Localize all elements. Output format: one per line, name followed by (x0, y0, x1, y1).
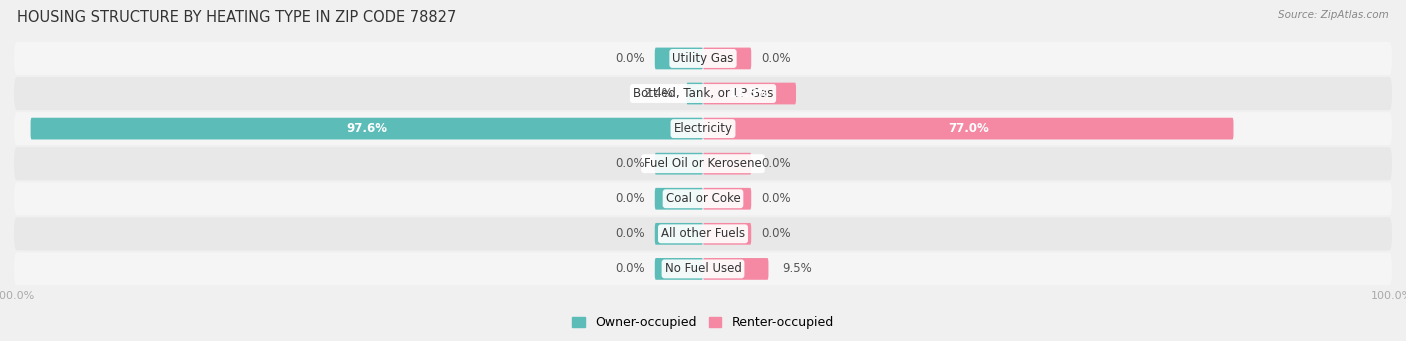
FancyBboxPatch shape (14, 252, 1392, 285)
Text: Electricity: Electricity (673, 122, 733, 135)
FancyBboxPatch shape (655, 223, 703, 245)
Text: 0.0%: 0.0% (762, 192, 792, 205)
Legend: Owner-occupied, Renter-occupied: Owner-occupied, Renter-occupied (568, 311, 838, 334)
FancyBboxPatch shape (14, 42, 1392, 75)
FancyBboxPatch shape (14, 217, 1392, 250)
FancyBboxPatch shape (655, 48, 703, 69)
FancyBboxPatch shape (703, 223, 751, 245)
FancyBboxPatch shape (703, 188, 751, 210)
Text: Utility Gas: Utility Gas (672, 52, 734, 65)
Text: Bottled, Tank, or LP Gas: Bottled, Tank, or LP Gas (633, 87, 773, 100)
FancyBboxPatch shape (655, 258, 703, 280)
FancyBboxPatch shape (703, 258, 769, 280)
Text: 13.5%: 13.5% (730, 87, 770, 100)
Text: 0.0%: 0.0% (762, 52, 792, 65)
FancyBboxPatch shape (14, 182, 1392, 215)
Text: Coal or Coke: Coal or Coke (665, 192, 741, 205)
Text: Fuel Oil or Kerosene: Fuel Oil or Kerosene (644, 157, 762, 170)
FancyBboxPatch shape (655, 188, 703, 210)
Text: 9.5%: 9.5% (782, 263, 813, 276)
Text: 97.6%: 97.6% (346, 122, 387, 135)
Text: All other Fuels: All other Fuels (661, 227, 745, 240)
FancyBboxPatch shape (686, 83, 703, 104)
Text: 2.4%: 2.4% (643, 87, 672, 100)
FancyBboxPatch shape (31, 118, 703, 139)
FancyBboxPatch shape (655, 153, 703, 175)
Text: Source: ZipAtlas.com: Source: ZipAtlas.com (1278, 10, 1389, 20)
Text: 0.0%: 0.0% (614, 157, 644, 170)
FancyBboxPatch shape (14, 112, 1392, 145)
Text: 0.0%: 0.0% (614, 263, 644, 276)
FancyBboxPatch shape (703, 118, 1233, 139)
FancyBboxPatch shape (703, 83, 796, 104)
FancyBboxPatch shape (14, 147, 1392, 180)
FancyBboxPatch shape (14, 77, 1392, 110)
Text: 0.0%: 0.0% (614, 52, 644, 65)
FancyBboxPatch shape (703, 153, 751, 175)
Text: HOUSING STRUCTURE BY HEATING TYPE IN ZIP CODE 78827: HOUSING STRUCTURE BY HEATING TYPE IN ZIP… (17, 10, 456, 25)
Text: No Fuel Used: No Fuel Used (665, 263, 741, 276)
Text: 0.0%: 0.0% (762, 227, 792, 240)
Text: 0.0%: 0.0% (614, 227, 644, 240)
Text: 0.0%: 0.0% (762, 157, 792, 170)
Text: 77.0%: 77.0% (948, 122, 988, 135)
Text: 0.0%: 0.0% (614, 192, 644, 205)
FancyBboxPatch shape (703, 48, 751, 69)
